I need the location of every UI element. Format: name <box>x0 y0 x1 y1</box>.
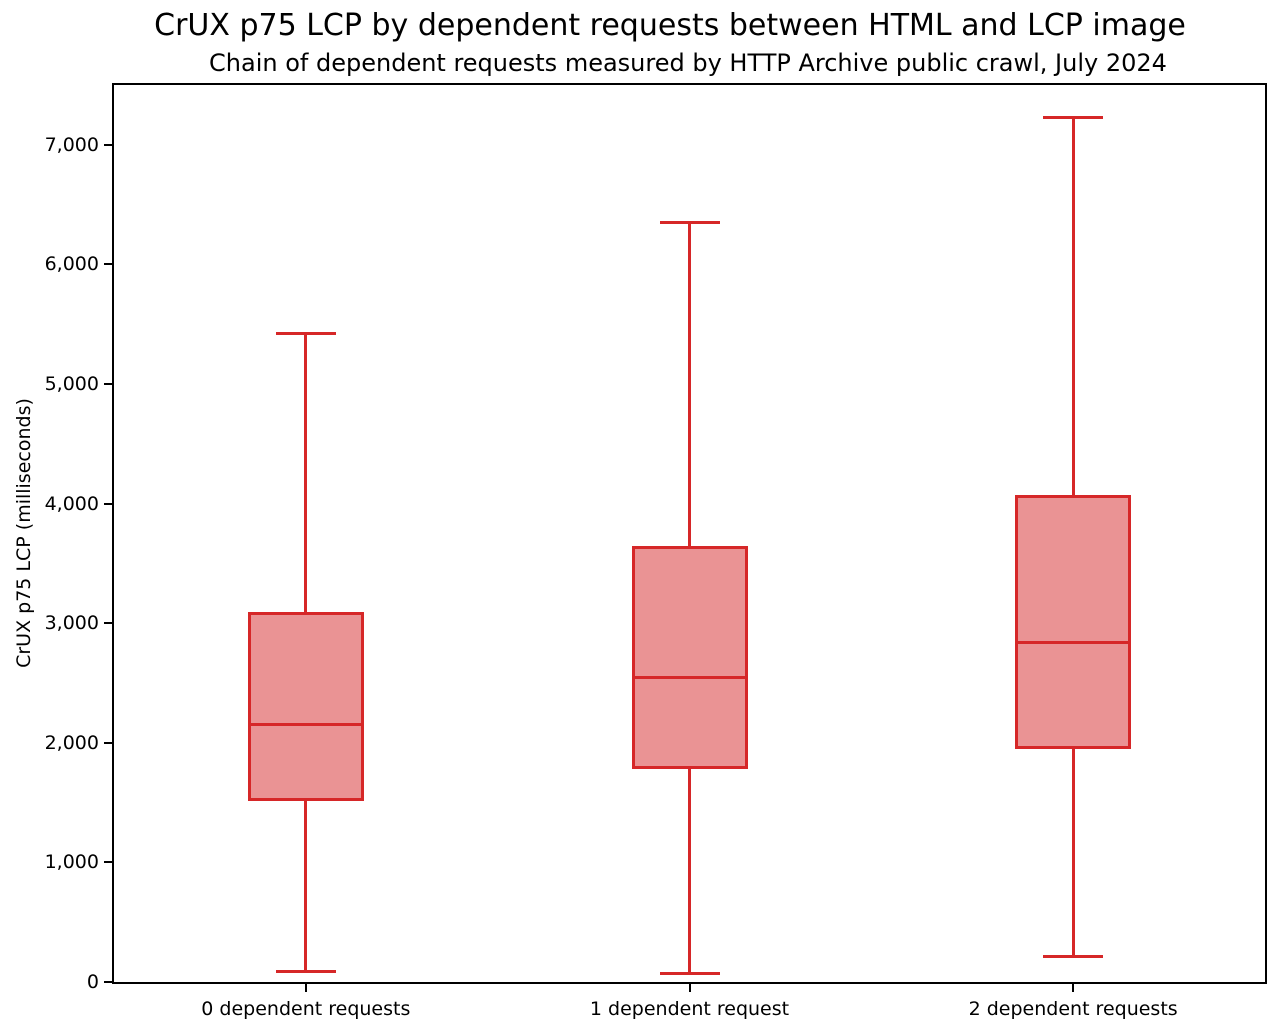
y-tick-mark <box>104 741 112 744</box>
y-tick-mark <box>104 502 112 505</box>
y-tick-mark <box>104 861 112 864</box>
median-line <box>634 675 745 679</box>
x-tick-label: 2 dependent requests <box>968 998 1178 1020</box>
y-tick-mark <box>104 143 112 146</box>
x-tick-mark <box>688 984 691 992</box>
y-tick-label: 4,000 <box>44 492 99 515</box>
x-tick-label: 0 dependent requests <box>201 998 411 1020</box>
x-tick-mark <box>304 984 307 992</box>
whisker-lower <box>304 799 308 972</box>
box-iqr <box>1015 494 1132 750</box>
median-line <box>250 722 361 726</box>
whisker-upper <box>1071 117 1075 497</box>
whisker-lower <box>1071 747 1075 957</box>
whisker-cap-bottom <box>659 972 720 976</box>
y-tick-label: 7,000 <box>44 133 99 156</box>
y-tick-mark <box>104 383 112 385</box>
y-tick-label: 6,000 <box>44 253 99 276</box>
y-tick-label: 0 <box>86 971 99 993</box>
chart-subtitle: Chain of dependent requests measured by … <box>209 49 1167 77</box>
whisker-lower <box>688 767 691 974</box>
y-tick-label: 5,000 <box>44 373 99 395</box>
plot-area: 0 1,000 2,000 3,000 4,000 5,000 6,000 7,000 0 de… <box>45 83 1267 1020</box>
whisker-cap-top <box>1043 115 1104 119</box>
y-tick-label: 1,000 <box>44 851 99 874</box>
y-tick-label: 2,000 <box>44 731 99 754</box>
whisker-cap-top <box>275 332 336 336</box>
y-tick-mark <box>104 263 112 266</box>
whisker-cap-bottom <box>275 970 336 974</box>
box-iqr <box>631 546 748 770</box>
x-tick-mark <box>1072 984 1075 992</box>
x-tick-label: 1 dependent request <box>589 998 790 1020</box>
whisker-upper <box>688 222 691 548</box>
y-tick-mark <box>104 981 112 983</box>
whisker-upper <box>304 333 308 614</box>
y-tick-mark <box>104 622 112 625</box>
box-iqr <box>247 612 364 801</box>
whisker-cap-top <box>659 221 720 225</box>
median-line <box>1018 640 1129 644</box>
whisker-cap-bottom <box>1043 955 1104 959</box>
chart-title: CrUX p75 LCP by dependent requests betwe… <box>154 8 1186 43</box>
y-tick-label: 3,000 <box>44 612 99 635</box>
